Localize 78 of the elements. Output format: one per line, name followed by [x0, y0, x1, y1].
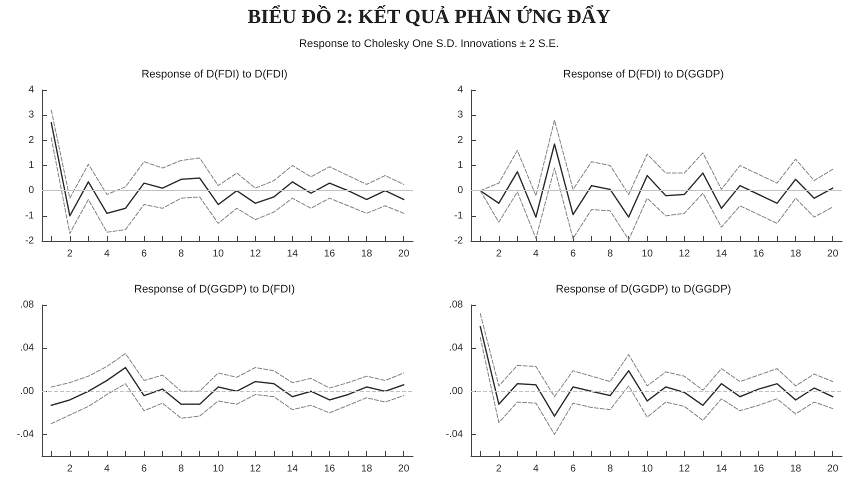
x-tick-label: 18 [361, 248, 373, 260]
x-tick-label: 16 [752, 248, 765, 260]
x-tick-label: 10 [642, 464, 654, 474]
y-tick-label: 2 [28, 134, 34, 146]
x-tick-label: 8 [607, 464, 614, 474]
y-tick-label: .08 [449, 300, 464, 310]
y-tick-label: 1 [28, 160, 34, 171]
line-series [50, 353, 404, 392]
line-series [480, 143, 834, 218]
y-tick-label: 4 [457, 84, 464, 96]
x-tick-label: 2 [496, 464, 502, 474]
x-tick-label: 18 [790, 248, 802, 260]
y-tick-label: -1 [454, 210, 464, 222]
line-series [50, 122, 404, 217]
y-tick-label: .00 [20, 386, 34, 397]
y-tick-label: 3 [457, 110, 464, 121]
line-series [50, 366, 404, 406]
line-series [50, 383, 404, 424]
y-tick-label: -2 [454, 236, 464, 246]
x-tick-label: 16 [324, 464, 336, 474]
x-tick-label: 4 [104, 248, 110, 260]
x-tick-label: 12 [250, 248, 262, 260]
x-tick-label: 12 [678, 248, 690, 260]
x-tick-label: 2 [496, 248, 502, 260]
y-tick-label: -1 [25, 210, 34, 222]
x-tick-label: 4 [104, 464, 110, 474]
x-tick-label: 8 [607, 248, 614, 260]
y-tick-label: 3 [28, 110, 34, 121]
text: BIỂU ĐỒ 2: KẾT QUẢ PHẢN ỨNG ĐẨY [246, 6, 612, 29]
line-series [50, 137, 404, 234]
x-tick-label: 10 [212, 248, 224, 260]
x-tick-label: 20 [398, 464, 410, 474]
x-tick-label: 20 [827, 248, 839, 260]
x-tick-label: 8 [178, 248, 184, 260]
y-tick-label: 2 [457, 134, 464, 146]
x-tick-label: 10 [642, 248, 654, 260]
chart-title: Response of D(FDI) to D(GGDP) [563, 68, 724, 80]
y-tick-label: .08 [20, 300, 34, 310]
x-tick-label: 2 [67, 464, 74, 474]
x-tick-label: 12 [678, 464, 690, 474]
x-tick-label: 20 [398, 248, 410, 260]
x-tick-label: 6 [570, 248, 576, 260]
x-tick-label: 14 [286, 248, 298, 260]
chart-title: Response of D(GGDP) to D(GGDP) [556, 284, 732, 296]
x-tick-label: 6 [141, 464, 148, 474]
chart-title: Response of D(FDI) to D(FDI) [141, 68, 288, 80]
y-tick-label: -2 [25, 236, 34, 246]
x-tick-label: 6 [570, 464, 576, 474]
y-tick-label: -.04 [446, 428, 464, 440]
line-series [50, 110, 404, 199]
x-tick-label: 2 [67, 248, 74, 260]
x-tick-label: 12 [250, 464, 262, 474]
line-series [480, 313, 834, 398]
x-tick-label: 14 [716, 464, 728, 474]
y-tick-label: .00 [449, 386, 464, 397]
chart-title: Response of D(GGDP) to D(FDI) [134, 284, 295, 296]
y-tick-label: 4 [28, 84, 34, 96]
text: Response to Cholesky One S.D. Innovations ± 2 S.E. [298, 38, 560, 50]
y-tick-label: 0 [457, 185, 464, 196]
x-tick-label: 18 [361, 464, 373, 474]
x-tick-label: 16 [752, 464, 765, 474]
x-tick-label: 14 [286, 464, 298, 474]
x-tick-label: 20 [827, 464, 839, 474]
line-series [480, 336, 834, 435]
x-tick-label: 18 [790, 464, 802, 474]
x-tick-label: 6 [141, 248, 148, 260]
x-tick-label: 4 [533, 464, 540, 474]
line-series [480, 326, 834, 417]
y-tick-label: .04 [449, 342, 464, 354]
x-tick-label: 8 [178, 464, 184, 474]
x-tick-label: 14 [716, 248, 728, 260]
x-tick-label: 4 [533, 248, 540, 260]
y-tick-label: .04 [20, 342, 34, 354]
x-tick-label: 10 [212, 464, 224, 474]
y-tick-label: 0 [28, 185, 34, 196]
x-tick-label: 16 [324, 248, 336, 260]
y-tick-label: 1 [457, 160, 464, 171]
y-tick-label: -.04 [16, 428, 34, 440]
